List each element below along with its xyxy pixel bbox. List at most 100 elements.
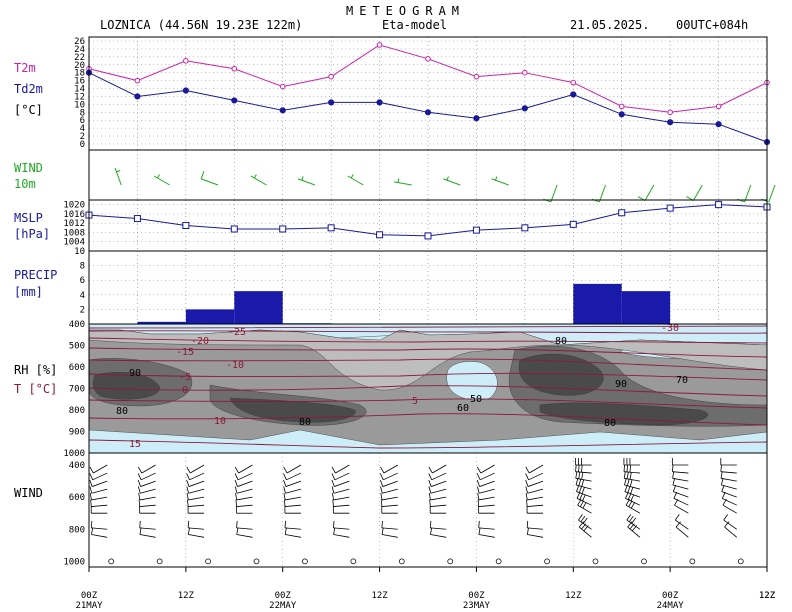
profile-wind-barb: [430, 496, 447, 501]
model-label: Eta-model: [382, 18, 447, 32]
profile-wind-barb: [140, 472, 156, 481]
isotherm-line: [88, 385, 768, 397]
point-td2m: [715, 121, 722, 128]
profile-wind-barb: [529, 464, 544, 474]
profile-wind-feather: [333, 520, 335, 528]
calm-wind-circle: [737, 558, 744, 565]
profile-wind-barb: [285, 534, 301, 538]
profile-wind-feather: [720, 471, 723, 479]
profile-wind-feather: [579, 500, 585, 507]
profile-wind-feather: [630, 501, 636, 509]
profile-wind-barb: [334, 480, 350, 487]
profile-wind-feather: [674, 498, 679, 506]
profile-wind-barb: [93, 464, 108, 474]
point-mslp: [715, 201, 723, 209]
calm-wind-circle: [544, 558, 550, 565]
profile-wind-feather: [380, 466, 385, 474]
profile-wind-barb: [382, 488, 398, 494]
profile-wind-barb: [381, 527, 398, 530]
profile-wind-barb: [92, 472, 108, 481]
temp-tick-label: 26: [74, 37, 85, 47]
temp-tick-label: 18: [74, 69, 85, 79]
profile-wind-feather: [582, 501, 587, 509]
profile-wind-feather: [137, 466, 143, 474]
profile-wind-feather: [331, 479, 335, 487]
mslp-label: MSLP: [14, 211, 43, 225]
isotherm-label: 0: [182, 385, 188, 396]
mslp-tick-label: 1004: [63, 238, 85, 248]
profile-wind-feather: [724, 521, 730, 528]
profile-wind-feather: [91, 527, 94, 535]
pressure-tick-label: 500: [69, 342, 85, 352]
precip-tick-label: 8: [80, 262, 85, 272]
profile-wind-barb: [91, 488, 108, 494]
profile-wind-barb: [527, 527, 544, 530]
point-td2m: [328, 99, 335, 106]
point-t2m: [473, 73, 480, 80]
profile-wind-feather: [629, 523, 635, 530]
profile-wind-feather: [627, 493, 632, 500]
profile-wind-feather: [428, 492, 431, 500]
profile-wind-feather: [628, 500, 633, 507]
point-mslp: [182, 222, 190, 229]
profile-wind-feather: [186, 486, 190, 494]
profile-wind-feather: [578, 485, 583, 493]
precip-tick-label: 6: [80, 276, 85, 286]
x-tick-label: 12Z: [565, 591, 582, 601]
profile-wind-feather: [578, 521, 585, 528]
profile-wind-barb: [723, 519, 738, 530]
profile-wind-barb: [139, 504, 156, 507]
profile-wind-feather: [629, 472, 632, 480]
profile-wind-barb: [333, 488, 350, 494]
profile-wind-barb: [236, 534, 253, 538]
profile-wind-barb: [190, 464, 205, 474]
precip-bar: [185, 309, 235, 324]
profile-wind-barb: [623, 471, 640, 474]
profile-wind-barb: [577, 504, 592, 514]
profile-wind-feather: [575, 478, 579, 486]
rh-label: RH [%]: [14, 363, 57, 377]
point-t2m: [667, 109, 673, 116]
precip-tick-label: 4: [80, 291, 85, 301]
wind10-barb: [250, 175, 267, 186]
profile-wind-feather: [624, 484, 628, 492]
precip-tick-label: 10: [74, 247, 85, 257]
wind10-half-feather: [495, 176, 498, 181]
isotherm-label: -10: [226, 360, 244, 371]
t2m-label: T2m: [14, 61, 36, 75]
profile-wind-feather: [575, 464, 577, 472]
x-date-label: 23MAY: [463, 601, 491, 611]
temp-tick-label: 10: [74, 100, 85, 110]
station-label: LOZNICA (44.56N 19.23E 122m): [100, 18, 302, 32]
profile-wind-barb: [575, 471, 592, 474]
x-tick-label: 00Z: [81, 591, 98, 601]
point-t2m: [328, 73, 334, 80]
calm-wind-circle: [447, 558, 454, 565]
profile-wind-barb: [285, 480, 302, 487]
wind10-barb: [393, 181, 412, 186]
rh-contour-region: [229, 397, 356, 423]
profile-wind-barb: [479, 488, 495, 494]
profile-wind-feather: [525, 479, 529, 487]
profile-wind-barb: [430, 504, 447, 507]
profile-wind-barb: [430, 488, 447, 494]
profile-wind-feather: [137, 479, 141, 487]
td2m-label: Td2m: [14, 82, 43, 96]
calm-wind-circle: [302, 558, 308, 565]
wind10-half-feather: [253, 174, 257, 179]
profile-wind-feather: [672, 471, 675, 479]
profile-wind-feather: [187, 520, 190, 528]
profile-wind-barb: [479, 472, 495, 481]
profile-wind-feather: [525, 492, 528, 500]
profile-wind-barb: [675, 519, 689, 530]
profile-wind-feather: [89, 486, 93, 494]
profile-wind-feather: [582, 517, 588, 524]
profile-wind-feather: [331, 473, 336, 480]
pressure-tick-label: 700: [69, 385, 85, 395]
profile-wind-feather: [723, 514, 729, 521]
point-t2m: [522, 69, 528, 76]
profile-wind-feather: [186, 466, 191, 474]
profile-wind-feather: [630, 494, 635, 502]
temp-tick-label: 6: [80, 116, 85, 126]
profile-wind-feather: [428, 486, 432, 494]
